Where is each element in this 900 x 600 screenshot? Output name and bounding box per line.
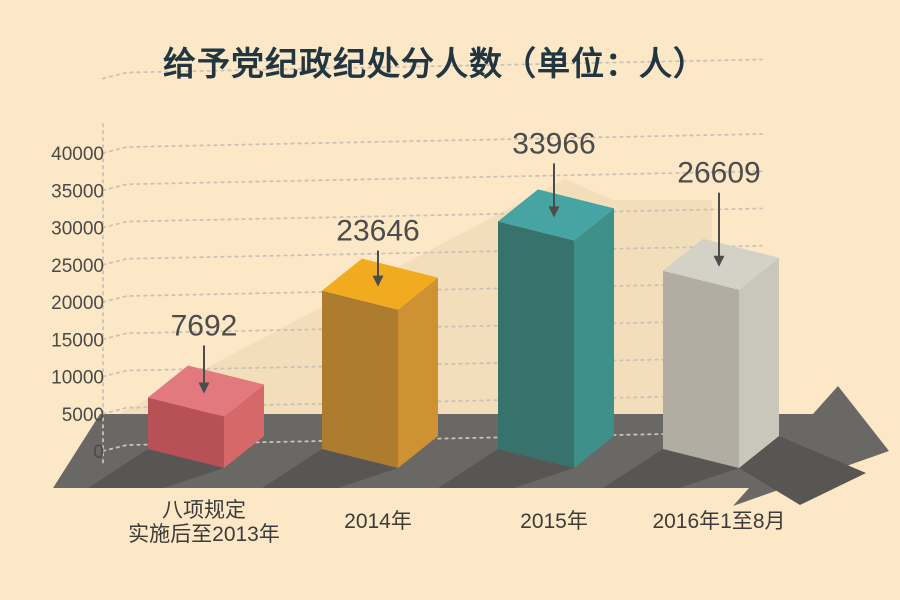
bar-side-face [224, 384, 264, 468]
y-axis-tick-label: 15000 [51, 330, 104, 351]
bars [148, 189, 779, 468]
gridline [102, 58, 763, 80]
x-axis-label: 2016年1至8月 [652, 510, 785, 533]
x-axis-label: 2014年 [344, 510, 412, 533]
value-pointers: 7692 23646 33966 26609 [171, 127, 761, 394]
bar-shadow [88, 449, 224, 488]
y-axis-tick-label: 20000 [51, 293, 104, 314]
bar-top-face [498, 189, 614, 241]
value-label: 33966 [512, 127, 595, 160]
value-pointer: 7692 [171, 309, 238, 394]
bar-shadow [438, 449, 574, 488]
y-axis: 0 5000 10000 15000 20000 25000 30000 35000 40000 [51, 144, 104, 463]
chart-title: 给予党纪政纪处分人数（单位：人） [163, 45, 707, 82]
bar-side-face [739, 257, 779, 468]
bar-shadow [739, 436, 866, 505]
value-pointer: 33966 [512, 127, 596, 218]
x-axis-label: 八项规定 [162, 499, 246, 522]
y-axis-tick-label: 25000 [51, 256, 104, 277]
bar-shadows [88, 436, 866, 505]
bar-front-face [663, 270, 739, 468]
bar-2014年 [322, 258, 438, 468]
bar-2015年 [498, 189, 614, 468]
bar-shadow [262, 449, 398, 488]
y-axis-tick-label: 40000 [51, 144, 104, 165]
bar-2016年1至8月 [663, 238, 779, 468]
pointer-arrowhead-icon [713, 255, 725, 267]
value-pointer: 26609 [677, 157, 761, 267]
pointer-arrowhead-icon [372, 275, 384, 287]
x-axis-label: 2015年 [520, 510, 588, 533]
bar-side-face [574, 208, 614, 468]
bar-front-face [148, 397, 224, 468]
x-axis-label: 实施后至2013年 [128, 523, 280, 546]
bar-八项规定 [148, 365, 264, 468]
y-axis-tick-label: 30000 [51, 219, 104, 240]
pointer-arrowhead-icon [198, 382, 210, 394]
y-axis-tick-label: 5000 [62, 405, 104, 426]
gridline [102, 133, 763, 154]
bar-top-face [322, 258, 438, 310]
value-pointer: 23646 [336, 215, 420, 287]
y-axis-tick-label: 10000 [51, 368, 104, 389]
bar-side-face [398, 277, 438, 468]
bar-top-face [663, 238, 779, 290]
value-label: 26609 [677, 157, 760, 190]
gridline [102, 170, 763, 192]
y-axis-tick-label: 35000 [51, 181, 104, 202]
pointer-arrowhead-icon [548, 206, 560, 218]
bar-front-face [322, 290, 398, 468]
value-label: 23646 [336, 215, 419, 248]
y-axis-tick-label: 0 [93, 442, 104, 463]
bar-top-face [148, 365, 264, 417]
bar-front-face [498, 221, 574, 468]
bar-shadow [603, 449, 739, 488]
value-label: 7692 [171, 309, 238, 342]
